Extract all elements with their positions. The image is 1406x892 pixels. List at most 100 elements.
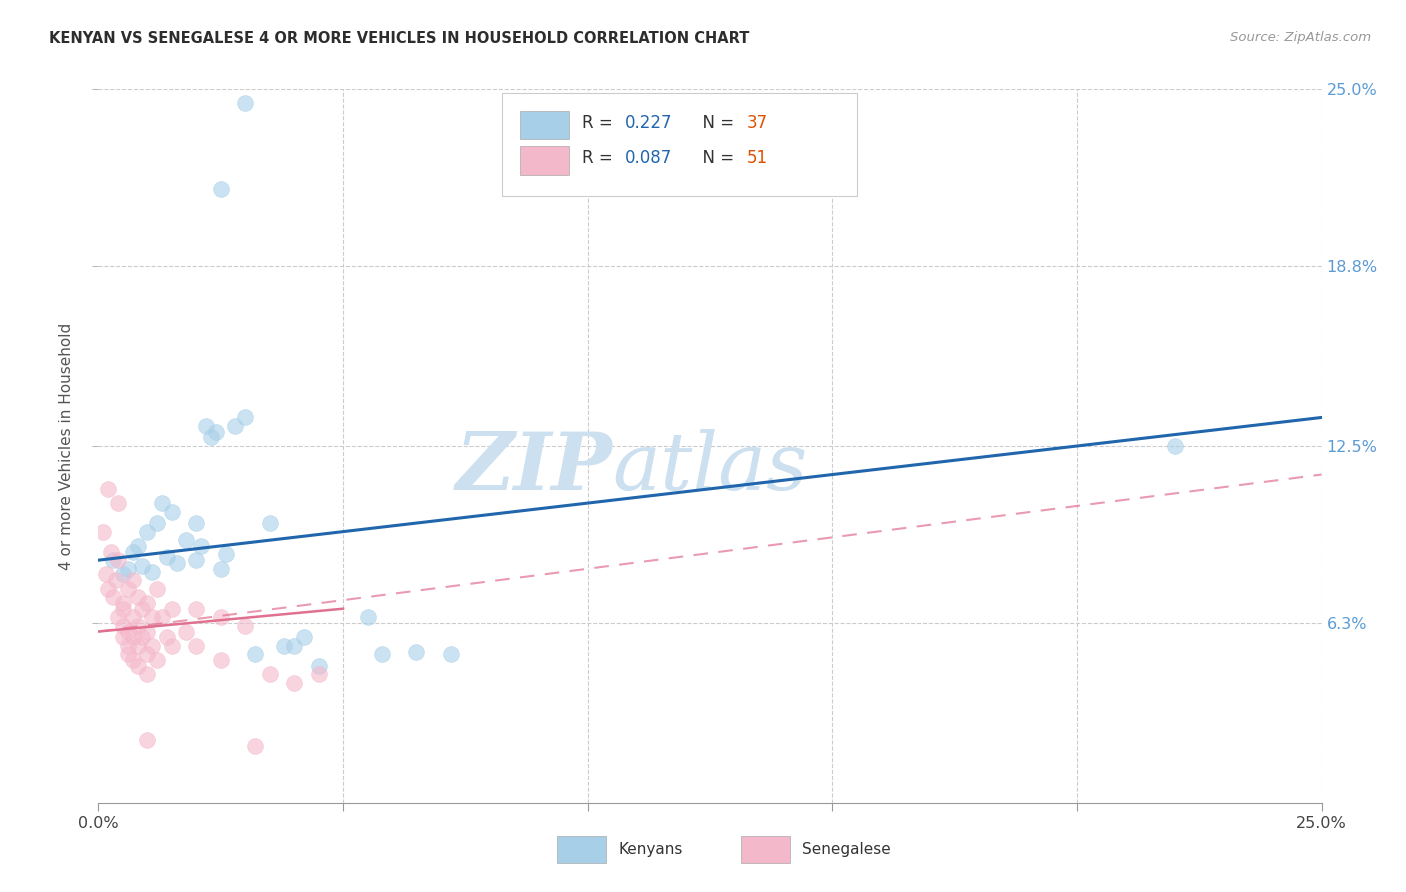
Point [141,610,163,624]
Point [117,648,139,662]
Point [127,658,149,673]
Point [200,430,222,444]
Text: atlas: atlas [612,429,807,506]
Text: N =: N = [692,114,740,132]
Point [101,553,124,567]
Point [243,739,266,753]
Point [371,648,394,662]
FancyBboxPatch shape [557,837,606,863]
FancyBboxPatch shape [520,111,569,139]
Text: Kenyans: Kenyans [619,842,683,856]
Point [214,548,236,562]
Point [292,630,315,644]
Point [259,667,281,681]
Point [176,533,198,548]
Point [283,639,305,653]
Point [209,562,232,576]
Point [107,496,129,510]
Point [121,653,143,667]
Point [111,596,134,610]
Point [117,582,139,596]
Point [97,582,120,596]
Point [233,410,256,425]
Point [283,676,305,690]
Point [166,556,188,570]
FancyBboxPatch shape [502,93,856,196]
Point [308,658,330,673]
Point [356,610,378,624]
Point [121,573,143,587]
Text: ZIP: ZIP [456,429,612,506]
Point [136,648,159,662]
Text: 0.227: 0.227 [624,114,672,132]
Point [405,644,427,658]
Point [136,667,159,681]
Point [121,544,143,558]
Point [97,482,120,496]
FancyBboxPatch shape [520,146,569,175]
Text: R =: R = [582,150,617,168]
Point [131,558,153,573]
Point [131,630,153,644]
Point [233,96,256,111]
Text: 0.087: 0.087 [624,150,672,168]
Point [186,601,208,615]
Text: 37: 37 [747,114,768,132]
Point [156,630,179,644]
Point [308,667,330,681]
Point [224,419,246,434]
Text: KENYAN VS SENEGALESE 4 OR MORE VEHICLES IN HOUSEHOLD CORRELATION CHART: KENYAN VS SENEGALESE 4 OR MORE VEHICLES … [49,31,749,46]
Point [131,601,153,615]
Point [107,553,129,567]
Point [136,596,159,610]
Point [121,610,143,624]
Point [186,553,208,567]
Text: N =: N = [692,150,740,168]
Point [150,610,173,624]
Point [150,496,173,510]
Point [136,624,159,639]
Text: 51: 51 [747,150,768,168]
Point [259,516,281,530]
Point [127,591,149,605]
Point [111,601,134,615]
Point [273,639,295,653]
Point [91,524,114,539]
Point [440,648,463,662]
Point [233,619,256,633]
FancyBboxPatch shape [741,837,790,863]
Point [209,182,232,196]
Point [146,516,169,530]
Point [190,539,212,553]
Point [160,639,183,653]
Point [117,639,139,653]
Point [111,619,134,633]
Point [186,516,208,530]
Point [121,630,143,644]
Point [209,653,232,667]
Point [146,653,169,667]
Point [160,505,183,519]
Point [156,550,179,565]
Point [136,524,159,539]
Text: R =: R = [582,114,617,132]
Point [104,573,127,587]
Point [195,419,218,434]
Point [127,619,149,633]
Point [205,425,228,439]
Point [1164,439,1187,453]
Point [160,601,183,615]
Point [127,539,149,553]
Y-axis label: 4 or more Vehicles in Household: 4 or more Vehicles in Household [59,322,75,570]
Point [111,630,134,644]
Point [101,591,124,605]
Point [209,610,232,624]
Point [141,639,163,653]
Point [94,567,117,582]
Point [117,624,139,639]
Point [107,610,129,624]
Point [243,648,266,662]
Text: Source: ZipAtlas.com: Source: ZipAtlas.com [1230,31,1371,45]
Point [136,733,159,747]
Text: Senegalese: Senegalese [801,842,890,856]
